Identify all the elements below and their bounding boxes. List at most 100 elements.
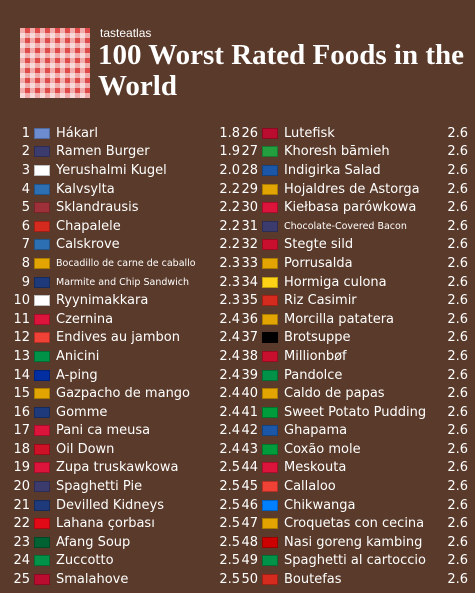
rating-score: 2.2 xyxy=(219,200,240,216)
rating-score: 2.6 xyxy=(447,125,468,141)
food-name: Stegte sild xyxy=(284,237,354,253)
food-name: Croquetas con cecina xyxy=(284,516,425,532)
rating-score: 2.6 xyxy=(447,255,468,271)
country-flag-icon xyxy=(262,239,278,251)
rating-score: 2.6 xyxy=(447,293,468,309)
food-name: Indigirka Salad xyxy=(284,162,381,178)
food-name: Chikwanga xyxy=(284,497,356,513)
rating-score: 2.2 xyxy=(219,237,240,253)
food-name: Yerushalmi Kugel xyxy=(56,162,167,178)
food-list-item: 4 Kalvsylta 2.2 xyxy=(12,180,240,199)
food-name: Gomme xyxy=(56,404,108,420)
rating-score: 2.4 xyxy=(219,367,240,383)
rank-number: 43 xyxy=(241,441,258,457)
country-flag-icon xyxy=(262,425,278,437)
food-list-item: 12 Endives au jambon 2.4 xyxy=(12,329,240,348)
rank-number: 26 xyxy=(241,125,258,141)
food-list-item: 42 Ghapama 2.6 xyxy=(240,422,468,441)
food-name: Zupa truskawkowa xyxy=(56,460,179,476)
rating-score: 2.2 xyxy=(219,218,240,234)
food-name: Devilled Kidneys xyxy=(56,497,165,513)
rating-score: 2.3 xyxy=(219,293,240,309)
food-list-item: 10 Ryynimakkara 2.3 xyxy=(12,291,240,310)
food-list-item: 33 Porrusalda 2.6 xyxy=(240,254,468,273)
food-name: Sklandrausis xyxy=(56,200,139,216)
country-flag-icon xyxy=(262,276,278,288)
rank-number: 28 xyxy=(241,162,258,178)
rank-number: 14 xyxy=(13,367,30,383)
country-flag-icon xyxy=(34,350,50,362)
food-name: Kalvsylta xyxy=(56,181,115,197)
rating-score: 2.6 xyxy=(447,367,468,383)
rating-score: 2.6 xyxy=(447,386,468,402)
food-list-item: 26 Lutefisk 2.6 xyxy=(240,124,468,143)
rank-number: 38 xyxy=(241,348,258,364)
rating-score: 2.6 xyxy=(447,144,468,160)
food-list-item: 40 Caldo de papas 2.6 xyxy=(240,384,468,403)
food-name: A-ping xyxy=(56,367,98,383)
rating-score: 2.6 xyxy=(447,572,468,588)
country-flag-icon xyxy=(34,369,50,381)
food-list-item: 18 Oil Down 2.4 xyxy=(12,440,240,459)
rating-score: 2.6 xyxy=(447,181,468,197)
rating-score: 2.3 xyxy=(219,255,240,271)
rating-score: 2.4 xyxy=(219,386,240,402)
food-name: Lahana çorbası xyxy=(56,516,155,532)
food-name: Kiełbasa parówkowa xyxy=(284,200,417,216)
rank-number: 3 xyxy=(21,162,30,178)
rank-number: 10 xyxy=(13,293,30,309)
food-list-item: 6 Chapalele 2.2 xyxy=(12,217,240,236)
rank-number: 46 xyxy=(241,497,258,513)
country-flag-icon xyxy=(34,518,50,530)
rank-number: 13 xyxy=(13,348,30,364)
brand-name: tasteatlas xyxy=(100,26,152,40)
country-flag-icon xyxy=(262,220,278,232)
rating-score: 2.6 xyxy=(447,311,468,327)
rank-number: 19 xyxy=(13,460,30,476)
food-list-item: 44 Meskouta 2.6 xyxy=(240,459,468,478)
rank-number: 5 xyxy=(21,200,30,216)
food-name: Afang Soup xyxy=(56,534,131,550)
rank-number: 18 xyxy=(13,441,30,457)
food-list-item: 35 Riz Casimir 2.6 xyxy=(240,291,468,310)
page-title: 100 Worst Rated Foods in the World xyxy=(98,39,465,102)
rank-number: 7 xyxy=(21,237,30,253)
rank-number: 33 xyxy=(241,255,258,271)
rating-score: 2.5 xyxy=(219,553,240,569)
country-flag-icon xyxy=(262,462,278,474)
food-list-item: 23 Afang Soup 2.5 xyxy=(12,533,240,552)
food-name: Nasi goreng kambing xyxy=(284,534,423,550)
country-flag-icon xyxy=(34,555,50,567)
food-name: Zuccotto xyxy=(56,553,114,569)
food-list-item: 25 Smalahove 2.5 xyxy=(12,570,240,589)
food-name: Meskouta xyxy=(284,460,347,476)
country-flag-icon xyxy=(262,127,278,139)
country-flag-icon xyxy=(262,350,278,362)
food-name: Oil Down xyxy=(56,441,115,457)
rank-number: 2 xyxy=(21,144,30,160)
food-name: Hákarl xyxy=(56,125,98,141)
country-flag-icon xyxy=(34,127,50,139)
header: tasteatlas 100 Worst Rated Foods in the … xyxy=(0,0,475,118)
food-list-item: 50 Boutefas 2.6 xyxy=(240,570,468,589)
country-flag-icon xyxy=(262,518,278,530)
food-list-item: 15 Gazpacho de mango 2.4 xyxy=(12,384,240,403)
food-list-item: 34 Hormiga culona 2.6 xyxy=(240,273,468,292)
rank-number: 45 xyxy=(241,479,258,495)
food-list-item: 45 Callaloo 2.6 xyxy=(240,477,468,496)
rank-number: 47 xyxy=(241,516,258,532)
rating-score: 2.3 xyxy=(219,274,240,290)
country-flag-icon xyxy=(34,462,50,474)
rank-number: 34 xyxy=(241,274,258,290)
food-name: Morcilla patatera xyxy=(284,311,394,327)
rank-number: 8 xyxy=(21,255,30,271)
ranking-column-right: 26 Lutefisk 2.6 27 Khoresh bāmieh 2.6 28 Indigi… xyxy=(240,124,468,589)
country-flag-icon xyxy=(262,555,278,567)
country-flag-icon xyxy=(262,332,278,344)
rank-number: 32 xyxy=(241,237,258,253)
food-name: Gazpacho de mango xyxy=(56,386,191,402)
rating-score: 2.5 xyxy=(219,534,240,550)
food-list-item: 43 Coxão mole 2.6 xyxy=(240,440,468,459)
food-list-item: 17 Pani ca meusa 2.4 xyxy=(12,422,240,441)
food-name: Callaloo xyxy=(284,479,336,495)
